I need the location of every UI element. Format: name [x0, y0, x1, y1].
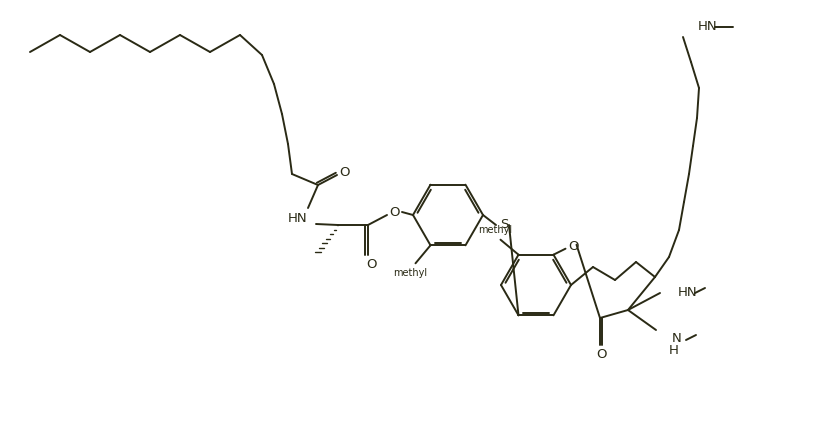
Text: O: O [569, 240, 578, 253]
Text: N: N [672, 331, 681, 345]
Text: methyl: methyl [479, 225, 513, 235]
Text: H: H [669, 343, 679, 357]
Text: O: O [597, 348, 607, 362]
Text: O: O [390, 205, 400, 219]
Text: HN: HN [698, 20, 718, 34]
Text: O: O [339, 167, 350, 179]
Text: O: O [367, 259, 377, 271]
Text: S: S [500, 219, 508, 231]
Text: HN: HN [678, 287, 698, 299]
Text: HN: HN [288, 211, 308, 225]
Text: methyl: methyl [393, 268, 428, 278]
